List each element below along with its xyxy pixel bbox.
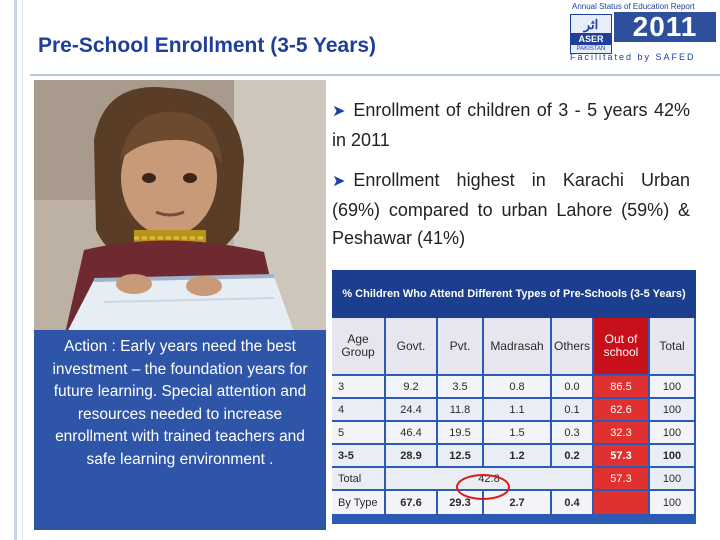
- highlight-circle: [456, 474, 510, 500]
- logo-year: 2011: [614, 12, 716, 42]
- table-cell: 46.4: [386, 422, 436, 443]
- arrow-bullet-icon: ➤: [332, 173, 346, 190]
- table-cell: 1.1: [484, 399, 550, 420]
- table-cell: 24.4: [386, 399, 436, 420]
- table-cell: 0.4: [552, 491, 592, 514]
- table-cell: 62.6: [594, 399, 648, 420]
- arrow-bullet-icon: ➤: [332, 103, 346, 120]
- bullet-item: ➤ Enrollment of children of 3 - 5 years 4…: [332, 96, 690, 154]
- left-accent-bar: [14, 0, 17, 540]
- table-cell: 11.8: [438, 399, 482, 420]
- table-cell: [594, 491, 648, 514]
- table-cell: 0.1: [552, 399, 592, 420]
- column-header: Madrasah: [484, 318, 550, 374]
- table-cell: By Type: [332, 491, 384, 514]
- table-cell: 1.5: [484, 422, 550, 443]
- table-cell: 100: [650, 422, 694, 443]
- column-header: Others: [552, 318, 592, 374]
- logo-aser-text: ASER: [571, 33, 611, 45]
- slide-title: Pre-School Enrollment (3-5 Years): [38, 34, 377, 57]
- table-cell: 100: [650, 491, 694, 514]
- table-cell: 67.6: [386, 491, 436, 514]
- bullet-list: ➤ Enrollment of children of 3 - 5 years 4…: [332, 96, 690, 264]
- logo-facilitated: Facilitated by SAFED: [570, 52, 696, 62]
- column-header: Age Group: [332, 318, 384, 374]
- left-accent-line: [22, 0, 23, 540]
- table-cell: 0.3: [552, 422, 592, 443]
- table-cell: 0.2: [552, 445, 592, 466]
- table-cell: 19.5: [438, 422, 482, 443]
- table-cell: 57.3: [594, 468, 648, 489]
- action-text: Action : Early years need the best inves…: [52, 338, 308, 468]
- column-header: Total: [650, 318, 694, 374]
- table-cell: 4: [332, 399, 384, 420]
- bullet-item: ➤ Enrollment highest in Karachi Urban (69…: [332, 166, 690, 252]
- column-header: Govt.: [386, 318, 436, 374]
- table-cell: 0.0: [552, 376, 592, 397]
- table-cell: Total: [332, 468, 384, 489]
- action-callout: Action : Early years need the best inves…: [34, 330, 326, 530]
- child-reading-illustration: [34, 80, 326, 338]
- table-cell: 32.3: [594, 422, 648, 443]
- table-cell: 57.3: [594, 445, 648, 466]
- table-cell: 100: [650, 399, 694, 420]
- table-cell: 28.9: [386, 445, 436, 466]
- aser-emblem: اثر ASER PAKISTAN: [570, 14, 612, 54]
- table-cell: 100: [650, 468, 694, 489]
- column-header: Pvt.: [438, 318, 482, 374]
- title-divider: [30, 74, 720, 76]
- aser-logo: Annual Status of Education Report اثر AS…: [568, 2, 718, 64]
- logo-pakistan-text: PAKISTAN: [576, 46, 606, 52]
- table-cell: 5: [332, 422, 384, 443]
- table-cell: 1.2: [484, 445, 550, 466]
- table-cell: 9.2: [386, 376, 436, 397]
- table-cell: 12.5: [438, 445, 482, 466]
- table-cell: 86.5: [594, 376, 648, 397]
- table-cell: 3-5: [332, 445, 384, 466]
- bullet-text: Enrollment highest in Karachi Urban (69%…: [332, 170, 690, 248]
- logo-subtitle: Annual Status of Education Report: [572, 2, 695, 11]
- table-cell: 3: [332, 376, 384, 397]
- table-cell: 0.8: [484, 376, 550, 397]
- bullet-text: Enrollment of children of 3 - 5 years 42…: [332, 100, 690, 150]
- column-header: Out of school: [594, 318, 648, 374]
- table-cell: 3.5: [438, 376, 482, 397]
- table-cell: 100: [650, 376, 694, 397]
- child-photo: [34, 80, 326, 338]
- preschool-table: % Children Who Attend Different Types of…: [332, 270, 696, 524]
- table-cell: 100: [650, 445, 694, 466]
- logo-urdu-text: اثر: [583, 17, 599, 32]
- table-title: % Children Who Attend Different Types of…: [332, 270, 696, 318]
